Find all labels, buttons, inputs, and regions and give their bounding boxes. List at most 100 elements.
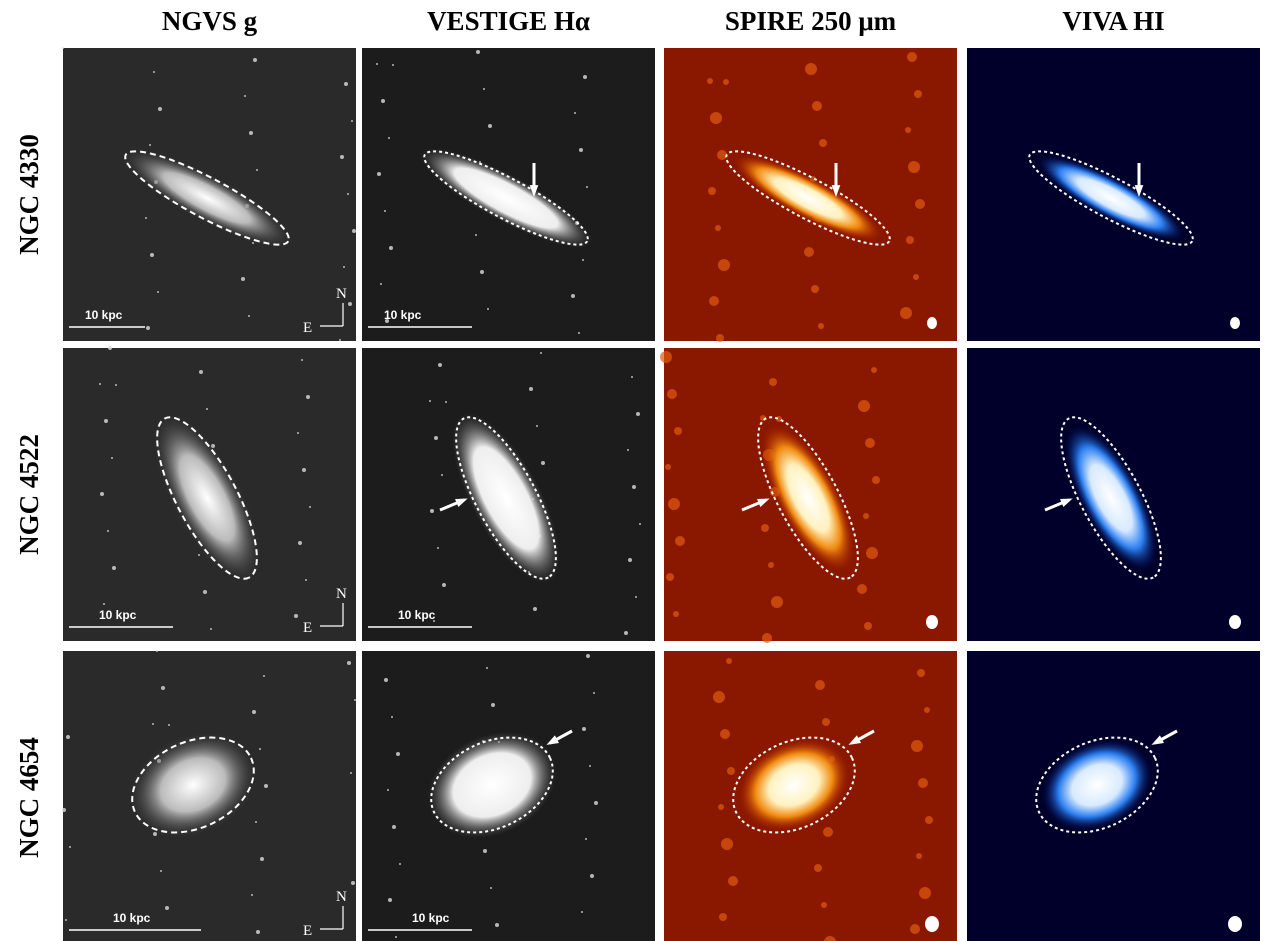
background-source [491,703,495,707]
background-source [719,913,727,921]
background-source [717,150,727,160]
background-source [198,554,200,556]
background-source [396,752,400,756]
background-source [718,259,730,271]
background-source [632,485,636,489]
background-source [812,101,822,111]
background-source [255,821,257,823]
compass-east: E [303,320,312,336]
background-source [916,853,922,859]
background-source [392,825,396,829]
background-source [483,88,485,90]
background-source [249,131,253,135]
background-source [917,669,925,677]
background-source [104,419,108,423]
arrow-head [1060,498,1073,508]
background-source [590,874,594,878]
background-source [165,906,169,910]
background-source [66,735,70,739]
background-source [915,199,925,209]
background-source [768,562,774,568]
background-source [536,425,538,427]
background-source [639,523,641,525]
beam [925,916,939,932]
galaxy [738,739,850,831]
background-source [430,509,434,513]
background-source [253,58,257,62]
background-source [541,461,545,465]
image-panel: 10 kpc N E [63,346,356,641]
background-source [583,75,587,79]
background-source [925,816,933,824]
image-panel: 10 kpc [362,651,655,941]
aperture-ellipse [131,736,255,834]
background-source [445,401,447,403]
arrow-head [529,185,539,197]
background-source [145,217,147,219]
background-source [865,438,875,448]
scale-label: 10 kpc [113,911,151,925]
background-source [872,476,880,484]
background-source [438,363,442,367]
arrow-head [1134,185,1144,197]
background-source [636,412,640,416]
compass-east: E [303,620,312,636]
background-source [631,376,633,378]
background-source [918,778,928,788]
background-source [866,547,878,559]
background-source [157,291,159,293]
background-source [728,876,738,886]
galaxy [1037,155,1185,241]
background-source [574,112,576,114]
background-source [115,384,117,386]
background-source [905,127,911,133]
background-source [720,729,730,739]
background-source [309,506,311,508]
background-source [487,308,489,310]
compass-east: E [303,923,312,939]
background-source [713,691,725,703]
aperture-ellipse [156,416,258,580]
background-source [340,155,344,159]
row-label: NGC 4654 [14,737,44,858]
background-source [69,846,71,848]
background-source [248,315,250,317]
background-source [111,457,113,459]
arrow-head [831,185,841,197]
galaxy [427,731,557,839]
background-source [264,784,268,788]
background-source [376,63,378,65]
image-panel [967,651,1260,941]
scale-label: 10 kpc [85,308,123,322]
background-source [377,172,381,176]
aperture-ellipse [1028,150,1194,246]
background-source [203,590,207,594]
background-source [718,804,724,810]
background-source [581,911,583,913]
background-source [908,161,920,173]
background-source [391,716,393,718]
background-source [723,79,729,85]
background-source [259,748,261,750]
background-source [708,187,716,195]
background-source [540,352,542,354]
background-source [429,400,431,402]
background-source [818,323,824,329]
background-source [571,294,575,298]
background-source [726,658,732,664]
background-source [387,789,389,791]
background-source [149,144,151,146]
background-source [256,169,258,171]
scale-label: 10 kpc [384,308,422,322]
background-source [156,650,158,652]
background-source [666,573,674,581]
background-source [761,524,769,532]
background-source [529,387,533,391]
beam [1230,317,1240,329]
galaxy [153,412,261,584]
background-source [437,547,439,549]
galaxy [452,412,560,584]
background-source [199,370,203,374]
background-source [442,583,446,587]
